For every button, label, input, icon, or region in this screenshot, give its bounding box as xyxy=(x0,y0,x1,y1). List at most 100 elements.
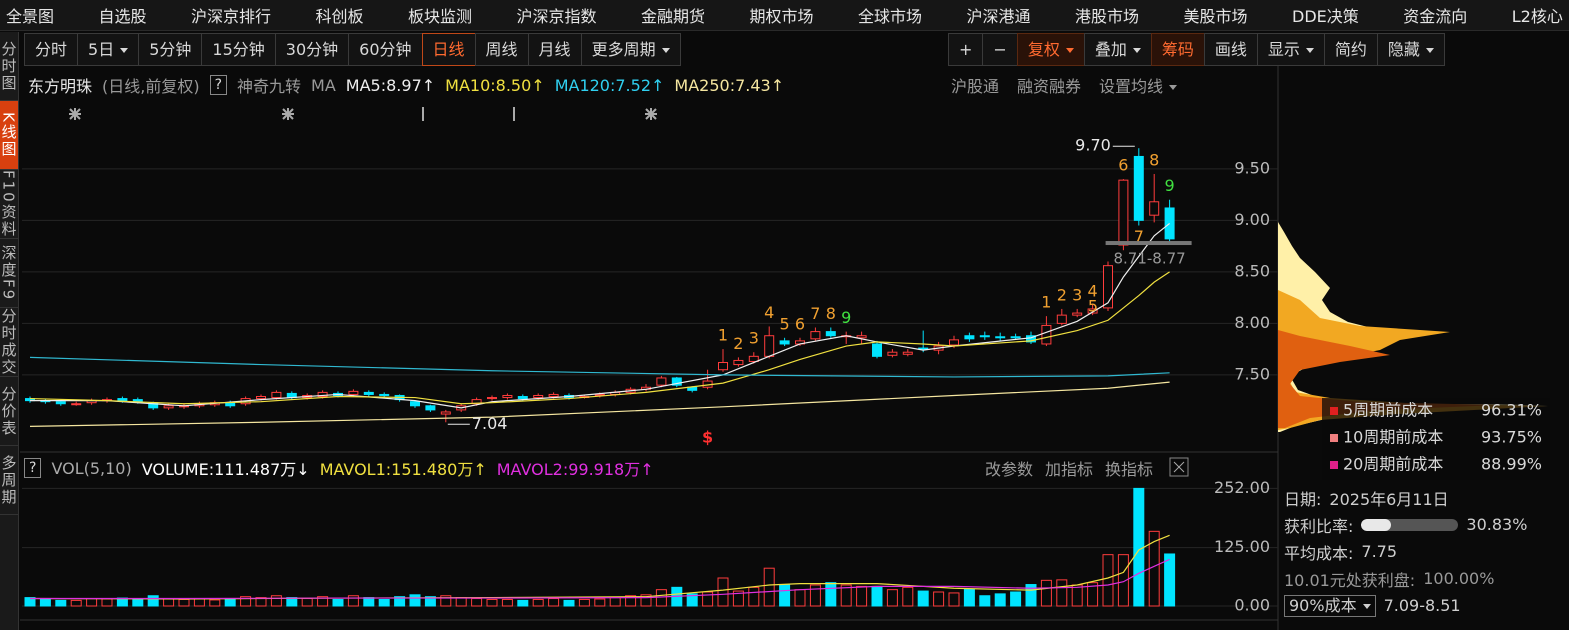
value: 100.00% xyxy=(1423,569,1495,588)
menu-item[interactable]: 资金流向 xyxy=(1403,7,1468,26)
menu-item[interactable]: 科创板 xyxy=(315,7,364,26)
period-button[interactable]: 30分钟 xyxy=(274,33,350,66)
period-button[interactable]: 60分钟 xyxy=(348,33,423,66)
candle-body xyxy=(656,377,667,386)
period-button[interactable]: 更多周期 xyxy=(580,33,681,66)
side-tab[interactable]: 深度F9 xyxy=(0,239,18,308)
volume-link[interactable]: 改参数 xyxy=(984,460,1033,479)
tool-button[interactable]: 简约 xyxy=(1323,33,1378,66)
volume-bar xyxy=(702,591,714,607)
menu-item[interactable]: 沪深京指数 xyxy=(516,7,597,26)
ma-line xyxy=(29,381,1170,427)
volume-bar xyxy=(948,592,960,607)
cost-select[interactable]: 90%成本 xyxy=(1284,594,1376,617)
menu-item[interactable]: 全球市场 xyxy=(858,7,923,26)
indicator-link[interactable]: 融资融券 xyxy=(1016,77,1081,96)
period-button[interactable]: 5分钟 xyxy=(138,33,203,66)
candle-body xyxy=(995,336,1006,339)
volume-bar xyxy=(886,589,898,607)
td-label: 7 xyxy=(810,304,820,323)
side-tab[interactable]: 多周期 xyxy=(0,446,18,515)
candle-body xyxy=(733,359,744,366)
low-label: 7.04 xyxy=(472,414,508,433)
menu-item[interactable]: 全景图 xyxy=(6,7,55,26)
candle-body xyxy=(317,391,328,398)
volume-bar xyxy=(840,584,852,607)
ma-value: MA5:8.97↑ xyxy=(345,75,436,95)
menu-item[interactable]: 板块监测 xyxy=(408,7,473,26)
menu-item[interactable]: DDE决策 xyxy=(1292,7,1359,26)
menu-item[interactable]: L2核心 xyxy=(1511,7,1563,26)
side-tab[interactable]: 分时成交 xyxy=(0,308,18,377)
volume-bar xyxy=(1148,530,1160,607)
tool-button[interactable]: 显示 xyxy=(1256,33,1325,66)
info-row: 10.01元处获利盘: 100.00% xyxy=(1284,565,1527,592)
tool-button[interactable]: 画线 xyxy=(1203,33,1258,66)
volume-bar xyxy=(471,598,483,607)
ma-value: MA250:7.43↑ xyxy=(674,75,785,95)
td-label: 2 xyxy=(1057,285,1067,304)
ma-value: MA120:7.52↑ xyxy=(554,75,665,95)
indicator-link[interactable]: 沪股通 xyxy=(950,77,999,96)
candle-body xyxy=(1072,312,1083,316)
menu-item[interactable]: 金融期货 xyxy=(641,7,706,26)
close-icon[interactable] xyxy=(1169,457,1189,477)
close-icon xyxy=(1173,461,1185,473)
volume-bar xyxy=(378,598,390,607)
volume-bar xyxy=(70,599,82,607)
volume-bar xyxy=(548,598,560,607)
volume-link[interactable]: 换指标 xyxy=(1104,460,1153,479)
info-row: 平均成本: 7.75 xyxy=(1284,538,1527,565)
tool-button[interactable]: 隐藏 xyxy=(1376,33,1445,66)
tool-button[interactable]: 叠加 xyxy=(1083,33,1152,66)
label: 日期: xyxy=(1284,489,1322,509)
menu-item[interactable]: 沪深港通 xyxy=(966,7,1031,26)
volume-bar xyxy=(578,598,590,607)
td-label: 2 xyxy=(733,334,743,353)
period-button[interactable]: 15分钟 xyxy=(201,33,276,66)
menu-item[interactable]: 自选股 xyxy=(98,7,147,26)
volume-bar xyxy=(317,596,329,607)
help-button[interactable]: ? xyxy=(24,458,42,478)
td-label: 4 xyxy=(764,303,774,322)
candle-body xyxy=(594,393,605,396)
help-button[interactable]: ? xyxy=(209,75,228,95)
candle-body xyxy=(256,396,266,400)
tool-button[interactable]: 复权 xyxy=(1016,33,1085,66)
volume-bar xyxy=(640,594,652,607)
tool-button[interactable]: 筹码 xyxy=(1150,33,1205,66)
volume-bar xyxy=(24,597,36,607)
td-label: 4 xyxy=(1088,281,1098,300)
period-button[interactable]: 月线 xyxy=(527,33,582,66)
y-tick-label: 125.00 xyxy=(1214,537,1270,556)
volume-bar xyxy=(794,589,806,607)
nine-turn[interactable]: 神奇九转 xyxy=(237,77,302,96)
volume-bar xyxy=(394,596,406,607)
td-label: 1 xyxy=(718,326,728,345)
tool-button[interactable]: − xyxy=(982,33,1018,66)
side-tab[interactable]: F10资料 xyxy=(0,170,18,239)
candle-body xyxy=(487,397,497,400)
volume-bar xyxy=(902,586,914,607)
menu-item[interactable]: 美股市场 xyxy=(1183,7,1248,26)
period-button[interactable]: 5日 xyxy=(77,33,140,66)
volume-link[interactable]: 加指标 xyxy=(1044,460,1093,479)
menu-item[interactable]: 港股市场 xyxy=(1075,7,1140,26)
candle-body xyxy=(517,396,528,400)
side-tab[interactable]: K线图 xyxy=(0,101,18,170)
menu-item[interactable]: 期权市场 xyxy=(749,7,814,26)
indicator-link[interactable]: 设置均线 xyxy=(1099,73,1177,97)
period-button[interactable]: 分时 xyxy=(24,33,79,66)
top-menu: 全景图 自选股 沪深京排行 科创板 板块监测 沪深京指数 金融期货 期权市场 全球市场 沪深港通 港… xyxy=(0,0,1569,31)
volume-bar xyxy=(1164,553,1176,607)
volume-bar xyxy=(809,584,821,607)
tool-button[interactable]: + xyxy=(948,33,984,66)
volume-bar xyxy=(455,597,467,607)
menu-item[interactable]: 沪深京排行 xyxy=(191,7,272,26)
side-tab[interactable]: 分价表 xyxy=(0,377,18,446)
volume-bar xyxy=(1040,579,1052,607)
y-tick-label: 7.50 xyxy=(1234,364,1270,383)
side-tab[interactable]: 分时图 xyxy=(0,32,18,101)
period-button[interactable]: 日线 xyxy=(421,33,476,66)
period-button[interactable]: 周线 xyxy=(474,33,529,66)
